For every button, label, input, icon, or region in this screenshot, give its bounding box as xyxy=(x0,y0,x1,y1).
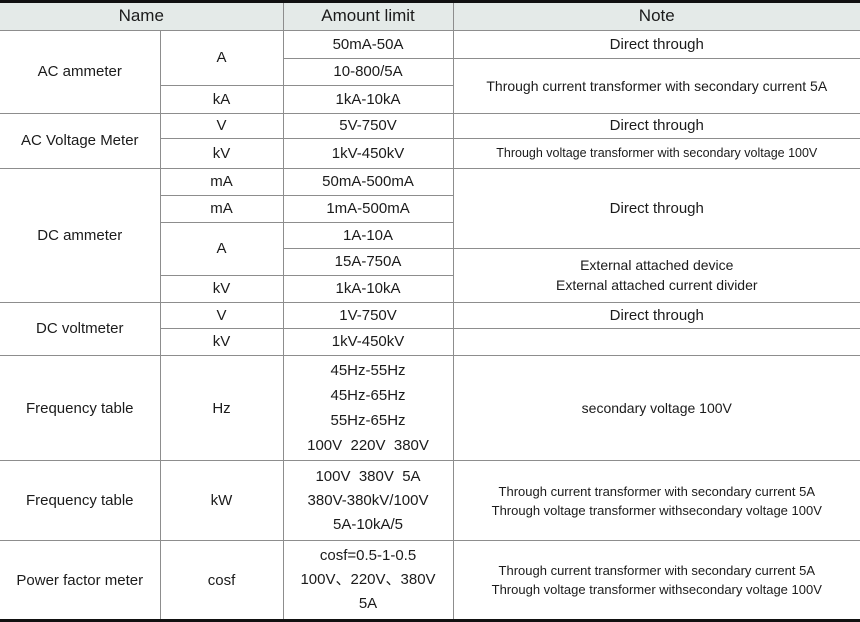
note-frequency-hz: secondary voltage 100V xyxy=(452,354,860,462)
table-row: kA 1kA-10kA xyxy=(0,84,860,114)
table-row: AC ammeter A 50mA-50A Direct through xyxy=(0,29,860,114)
name-dc-voltmeter: DC voltmeter xyxy=(0,301,161,356)
limit-line: 100V 220V 380V xyxy=(307,437,429,454)
limit-dc-ammeter-2: 1mA-500mA xyxy=(282,194,454,223)
note-dc-ammeter-direct: Direct through xyxy=(452,167,860,249)
unit-frequency-hz: Hz xyxy=(159,354,284,462)
table-row: 15A-750A External attached device Extern… xyxy=(0,247,860,303)
note-external-divider: External attached current divider xyxy=(555,277,758,294)
limit-line: 45Hz-55Hz xyxy=(330,362,406,379)
unit-dc-ammeter-a: A xyxy=(159,221,284,276)
unit-dc-voltmeter-kv: kV xyxy=(159,327,284,356)
limit-frequency-hz: 45Hz-55Hz 45Hz-65Hz 55Hz-65Hz 100V 220V … xyxy=(282,354,454,462)
limit-line: cosf=0.5-1-0.5 xyxy=(319,547,417,565)
limit-ac-ammeter-2: 10-800/5A xyxy=(282,57,454,86)
unit-dc-ammeter-kv: kV xyxy=(159,274,284,303)
note-dc-ammeter-external: External attached device External attach… xyxy=(452,247,860,303)
header-name: Name xyxy=(0,3,284,31)
header-amount-limit: Amount limit xyxy=(282,3,454,31)
unit-dc-voltmeter-v: V xyxy=(159,301,284,329)
limit-ac-ammeter-3: 1kA-10kA xyxy=(282,84,454,114)
name-ac-ammeter: AC ammeter xyxy=(0,29,161,114)
name-power-factor-meter: Power factor meter xyxy=(0,540,161,619)
note-dc-voltmeter-empty xyxy=(452,327,860,356)
unit-ac-ammeter-a: A xyxy=(159,29,284,86)
table-row: DC voltmeter V 1V-750V Direct through xyxy=(0,301,860,356)
unit-power-factor-cosf: cosf xyxy=(159,540,284,619)
note-external-device: External attached device xyxy=(580,257,734,274)
note-ac-ammeter-ct: Through current transformer with seconda… xyxy=(452,57,860,114)
limit-dc-voltmeter-1: 1V-750V xyxy=(282,301,454,329)
note-frequency-kw: Through current transformer with seconda… xyxy=(452,460,860,542)
limit-dc-ammeter-3: 1A-10A xyxy=(282,221,454,249)
note-ct-line: Through current transformer with seconda… xyxy=(498,483,815,499)
table-row: kV 1kV-450kV Through voltage transformer… xyxy=(0,137,860,169)
unit-ac-ammeter-ka: kA xyxy=(159,84,284,114)
table-row: Frequency table Hz 45Hz-55Hz 45Hz-65Hz 5… xyxy=(0,354,860,462)
name-dc-ammeter: DC ammeter xyxy=(0,167,161,303)
table-row: kV 1kA-10kA xyxy=(0,274,860,303)
limit-line: 100V、220V、380V xyxy=(300,571,436,589)
unit-ac-voltmeter-v: V xyxy=(159,112,284,139)
name-frequency-table-hz: Frequency table xyxy=(0,354,161,462)
unit-dc-ammeter-ma1: mA xyxy=(159,167,284,196)
unit-ac-voltmeter-kv: kV xyxy=(159,137,284,169)
note-dc-voltmeter-direct: Direct through xyxy=(452,301,860,329)
note-ac-voltmeter-direct: Direct through xyxy=(452,112,860,139)
table-row: DC ammeter mA 50mA-500mA Direct through xyxy=(0,167,860,303)
note-ac-voltmeter-vt: Through voltage transformer with seconda… xyxy=(452,137,860,169)
table-row: Power factor meter cosf cosf=0.5-1-0.5 1… xyxy=(0,540,860,619)
limit-ac-voltmeter-1: 5V-750V xyxy=(282,112,454,139)
unit-dc-ammeter-ma2: mA xyxy=(159,194,284,223)
unit-frequency-kw: kW xyxy=(159,460,284,542)
header-row: Name Amount limit Note xyxy=(0,3,860,31)
note-ct-line: Through current transformer with seconda… xyxy=(498,563,815,579)
limit-ac-ammeter-1: 50mA-50A xyxy=(282,29,454,59)
limit-line: 5A-10kA/5 xyxy=(332,515,404,533)
limit-line: 100V 380V 5A xyxy=(315,467,421,485)
limit-frequency-kw: 100V 380V 5A 380V-380kV/100V 5A-10kA/5 xyxy=(282,460,454,542)
table-row: AC Voltage Meter V 5V-750V Direct throug… xyxy=(0,112,860,169)
table-row: 10-800/5A Through current transformer wi… xyxy=(0,57,860,114)
note-vt-line: Through voltage transformer withsecondar… xyxy=(491,582,822,598)
table-row: Frequency table kW 100V 380V 5A 380V-380… xyxy=(0,460,860,542)
limit-dc-voltmeter-2: 1kV-450kV xyxy=(282,327,454,356)
limit-dc-ammeter-1: 50mA-500mA xyxy=(282,167,454,196)
note-ac-ammeter-direct: Direct through xyxy=(452,29,860,59)
limit-line: 45Hz-65Hz xyxy=(330,387,406,404)
table-row: mA 1mA-500mA xyxy=(0,194,860,223)
table-row: kV 1kV-450kV xyxy=(0,327,860,356)
header-note: Note xyxy=(452,3,860,31)
limit-power-factor: cosf=0.5-1-0.5 100V、220V、380V 5A xyxy=(282,540,454,619)
limit-ac-voltmeter-2: 1kV-450kV xyxy=(282,137,454,169)
limit-dc-ammeter-4: 15A-750A xyxy=(282,247,454,276)
limit-line: 55Hz-65Hz xyxy=(330,412,406,429)
meter-spec-table: Name Amount limit Note AC ammeter A 50mA… xyxy=(0,3,860,619)
note-vt-line: Through voltage transformer withsecondar… xyxy=(491,502,822,518)
limit-dc-ammeter-5: 1kA-10kA xyxy=(282,274,454,303)
limit-line: 5A xyxy=(358,595,378,613)
name-ac-voltage-meter: AC Voltage Meter xyxy=(0,112,161,169)
name-frequency-table-kw: Frequency table xyxy=(0,460,161,542)
note-power-factor: Through current transformer with seconda… xyxy=(452,540,860,619)
table-row: A 1A-10A xyxy=(0,221,860,276)
limit-line: 380V-380kV/100V xyxy=(307,491,429,509)
